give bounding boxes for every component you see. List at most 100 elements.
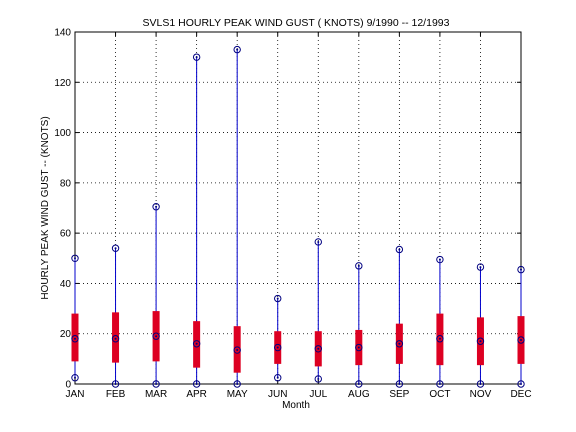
x-tick-label: DEC bbox=[510, 389, 531, 400]
x-axis-label: Month bbox=[282, 400, 310, 411]
median-marker bbox=[436, 335, 444, 343]
max-marker-dot bbox=[398, 248, 401, 251]
axes bbox=[74, 31, 522, 385]
max-marker bbox=[233, 45, 241, 54]
max-marker-dot bbox=[236, 48, 239, 51]
median-marker-dot bbox=[155, 335, 158, 338]
min-marker-dot bbox=[520, 383, 522, 385]
min-marker-dot bbox=[155, 383, 158, 385]
min-marker bbox=[274, 374, 282, 382]
y-tick-label: 40 bbox=[60, 279, 72, 290]
x-tick-label: SEP bbox=[389, 389, 409, 400]
y-tick-label: 60 bbox=[60, 229, 72, 240]
x-tick-label: APR bbox=[186, 389, 207, 400]
box-jan bbox=[71, 254, 79, 382]
min-marker bbox=[192, 380, 201, 388]
max-marker-dot bbox=[74, 257, 76, 260]
box-mar bbox=[152, 203, 160, 388]
max-marker-dot bbox=[357, 264, 360, 267]
iqr-box bbox=[112, 312, 120, 363]
max-marker bbox=[192, 53, 201, 61]
max-marker bbox=[517, 265, 525, 274]
box-feb bbox=[111, 244, 120, 388]
median-marker-dot bbox=[195, 342, 198, 345]
median-marker-dot bbox=[357, 346, 360, 349]
x-tick-label: JUL bbox=[309, 389, 327, 400]
box-oct bbox=[436, 255, 444, 388]
min-marker-dot bbox=[317, 377, 320, 380]
max-marker bbox=[152, 203, 160, 211]
median-marker-dot bbox=[479, 340, 482, 343]
median-marker bbox=[517, 336, 525, 344]
box-sep bbox=[395, 245, 404, 388]
y-tick-label: 140 bbox=[54, 28, 71, 39]
x-tick-label: JAN bbox=[66, 389, 85, 400]
min-marker-dot bbox=[74, 376, 76, 379]
box-nov bbox=[476, 263, 485, 388]
x-tick-label: NOV bbox=[470, 389, 492, 400]
x-tick-label: MAR bbox=[145, 389, 167, 400]
min-marker-dot bbox=[276, 376, 279, 379]
max-marker-dot bbox=[276, 297, 279, 300]
median-marker-dot bbox=[74, 337, 76, 340]
max-marker bbox=[71, 254, 79, 262]
y-axis-ticks: 0 20 40 60 80 100 120 140 bbox=[54, 28, 521, 391]
max-marker bbox=[355, 262, 363, 270]
box-dec bbox=[517, 265, 525, 388]
median-marker-dot bbox=[438, 337, 441, 340]
median-marker bbox=[274, 343, 282, 352]
median-marker-dot bbox=[520, 339, 522, 341]
median-marker bbox=[71, 335, 79, 343]
min-marker-dot bbox=[195, 383, 198, 385]
y-tick-label: 0 bbox=[65, 380, 71, 391]
x-tick-label: JUN bbox=[268, 389, 287, 400]
y-axis-label: HOURLY PEAK WIND GUST -- (KNOTS) bbox=[40, 116, 51, 299]
max-marker bbox=[274, 294, 282, 303]
min-marker bbox=[517, 380, 525, 388]
min-marker bbox=[395, 380, 404, 388]
box-apr bbox=[192, 53, 201, 388]
median-marker-dot bbox=[317, 347, 320, 350]
min-marker bbox=[436, 380, 444, 388]
median-marker bbox=[395, 340, 404, 348]
max-marker bbox=[314, 238, 322, 246]
min-marker bbox=[355, 380, 363, 388]
box-may bbox=[233, 45, 241, 388]
min-marker bbox=[152, 380, 160, 388]
median-marker bbox=[233, 346, 241, 354]
max-marker-dot bbox=[195, 56, 198, 59]
max-marker-dot bbox=[317, 240, 320, 243]
median-marker-dot bbox=[236, 349, 239, 352]
max-marker-dot bbox=[155, 205, 158, 208]
max-marker bbox=[395, 245, 404, 254]
plot-frame bbox=[74, 31, 522, 385]
median-marker bbox=[476, 337, 485, 345]
y-tick-label: 20 bbox=[60, 329, 72, 340]
max-marker-dot bbox=[479, 266, 482, 269]
median-marker bbox=[152, 332, 160, 340]
y-tick-label: 120 bbox=[54, 78, 71, 89]
y-tick-label: 100 bbox=[54, 128, 71, 139]
min-marker-dot bbox=[438, 383, 441, 385]
median-marker-dot bbox=[276, 346, 279, 349]
box-series bbox=[71, 45, 525, 388]
max-marker-dot bbox=[438, 258, 441, 261]
median-marker-dot bbox=[398, 342, 401, 345]
chart-title: SVLS1 HOURLY PEAK WIND GUST ( KNOTS) 9/1… bbox=[143, 17, 450, 29]
x-tick-label: AUG bbox=[348, 389, 370, 400]
iqr-box bbox=[71, 313, 79, 362]
min-marker bbox=[476, 380, 485, 388]
max-marker-dot bbox=[114, 247, 117, 250]
x-axis-ticks: JAN FEB MAR APR MAY JUN JUL AUG SEP OCT NOV DEC bbox=[66, 32, 532, 400]
min-marker-dot bbox=[114, 383, 117, 385]
median-marker bbox=[355, 343, 363, 352]
min-marker bbox=[111, 380, 120, 388]
grid-lines bbox=[74, 31, 522, 385]
median-marker bbox=[111, 335, 120, 343]
max-marker bbox=[111, 244, 120, 252]
median-marker bbox=[314, 345, 322, 353]
x-tick-label: MAY bbox=[227, 389, 248, 400]
x-tick-label: FEB bbox=[106, 389, 126, 400]
min-marker bbox=[71, 374, 79, 382]
